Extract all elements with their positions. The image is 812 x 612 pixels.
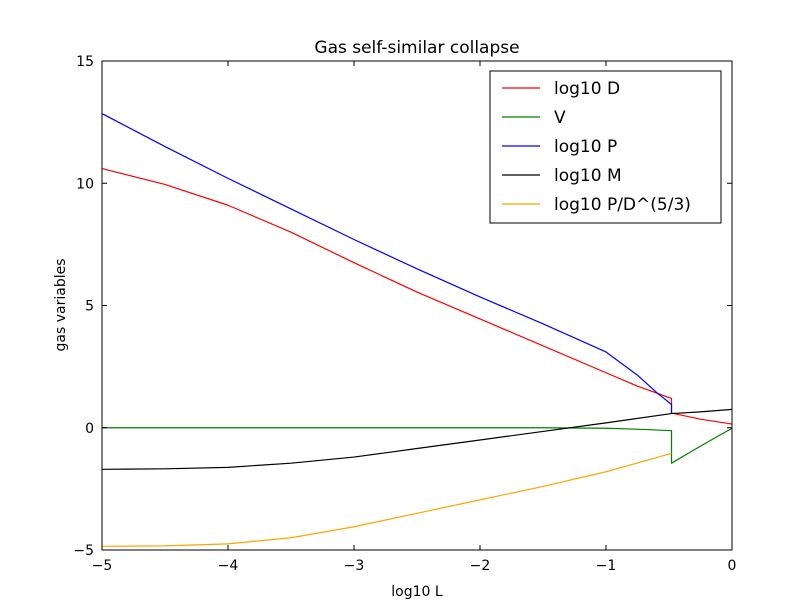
x-tick-label: −5 xyxy=(92,558,113,574)
legend-label: log10 D xyxy=(554,79,620,99)
series-line-3 xyxy=(101,113,673,414)
legend-box xyxy=(489,70,722,224)
y-tick-label: 0 xyxy=(85,421,94,437)
chart-title: Gas self-similar collapse xyxy=(314,38,519,58)
x-tick-label: −3 xyxy=(344,558,365,574)
y-tick-label: −5 xyxy=(73,543,94,559)
legend-label: log10 P/D^(5/3) xyxy=(554,195,691,215)
x-tick-label: −4 xyxy=(218,558,239,574)
x-tick-label: −2 xyxy=(470,558,491,574)
y-tick-label: 5 xyxy=(85,299,94,315)
y-tick-label: 10 xyxy=(76,176,94,192)
y-axis-label: gas variables xyxy=(53,259,69,352)
series-line-2 xyxy=(102,427,733,464)
ticks-layer: −5 −4 −3 −2 −1 0 −5 0 5 10 15 xyxy=(73,54,736,574)
x-axis-label: log10 L xyxy=(391,584,443,600)
series-layer xyxy=(101,113,733,547)
x-tick-label: −1 xyxy=(596,558,617,574)
y-tick-label: 15 xyxy=(76,54,94,70)
legend-label: log10 M xyxy=(554,166,622,186)
series-line-5 xyxy=(101,452,672,547)
legend-label: V xyxy=(554,108,566,128)
legend-label: log10 P xyxy=(554,137,617,157)
series-line-4 xyxy=(101,408,733,470)
x-tick-label: 0 xyxy=(728,558,737,574)
